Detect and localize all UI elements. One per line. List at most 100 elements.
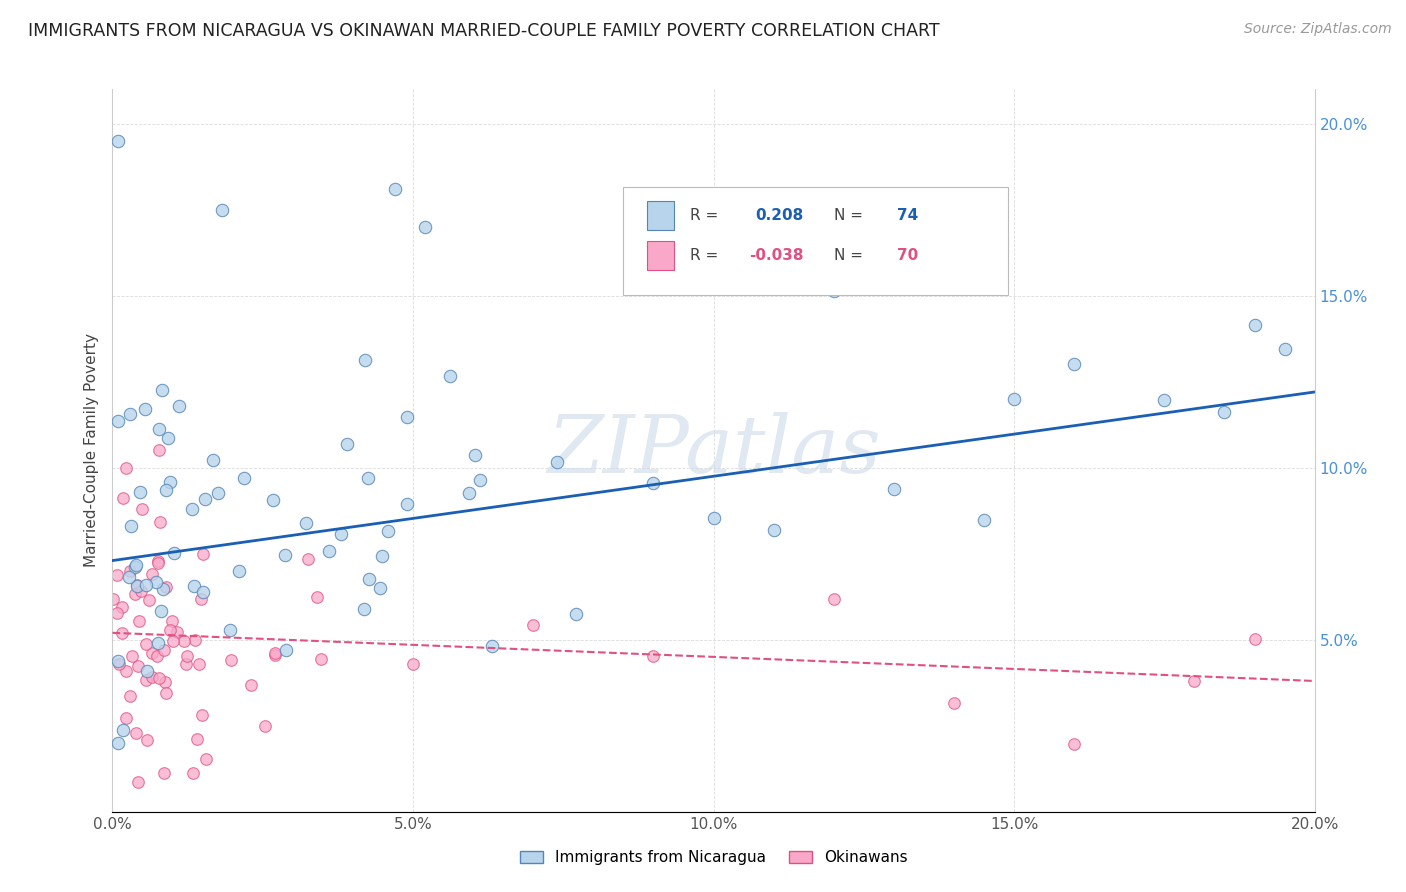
Point [135, 637, 157, 651]
Point [458, 486, 481, 500]
Point [141, 646, 163, 660]
Point [153, 675, 176, 690]
Point [148, 422, 170, 436]
Point [105, 568, 128, 582]
Point [125, 726, 148, 740]
Point [309, 652, 332, 666]
Point [194, 492, 217, 507]
Point [120, 519, 142, 533]
Point [294, 516, 316, 530]
Point [118, 570, 141, 584]
Point [195, 752, 218, 766]
Point [166, 624, 188, 639]
Point [201, 453, 224, 467]
Point [124, 586, 146, 600]
Point [107, 414, 129, 428]
Point [211, 202, 233, 217]
Point [239, 678, 262, 692]
Point [146, 556, 169, 570]
Text: -0.038: -0.038 [749, 248, 804, 263]
Point [101, 591, 124, 606]
FancyBboxPatch shape [647, 202, 673, 230]
Point [464, 448, 486, 462]
Point [107, 657, 129, 671]
Point [546, 455, 568, 469]
Point [1243, 632, 1265, 646]
Point [1184, 674, 1206, 689]
Point [207, 486, 229, 500]
Point [193, 585, 215, 599]
Point [190, 592, 212, 607]
Point [167, 400, 190, 414]
Point [118, 689, 141, 703]
Point [159, 475, 181, 489]
Point [823, 592, 845, 607]
Point [368, 581, 391, 595]
Text: R =: R = [689, 248, 723, 263]
Point [149, 515, 172, 529]
Point [274, 643, 297, 657]
Point [1274, 342, 1296, 356]
Text: N =: N = [834, 208, 868, 223]
Point [107, 736, 129, 750]
Point [654, 264, 676, 278]
Point [395, 497, 418, 511]
Point [176, 648, 198, 663]
Point [155, 483, 177, 497]
Point [127, 775, 149, 789]
Point [135, 578, 157, 592]
Point [232, 470, 254, 484]
Point [127, 578, 149, 592]
Point [371, 549, 394, 563]
Point [134, 401, 156, 416]
Point [105, 606, 128, 620]
Point [152, 383, 174, 397]
Point [157, 431, 180, 445]
Point [176, 657, 198, 672]
Point [191, 707, 214, 722]
Text: ZIPatlas: ZIPatlas [547, 412, 880, 489]
Point [1063, 737, 1085, 751]
Point [439, 368, 461, 383]
Point [396, 410, 419, 425]
Point [264, 648, 287, 662]
Point [353, 601, 375, 615]
Point [219, 653, 242, 667]
Point [186, 732, 208, 747]
Point [263, 646, 285, 660]
Point [115, 460, 138, 475]
Point [565, 607, 588, 622]
Point [129, 584, 152, 599]
Point [318, 543, 340, 558]
Point [187, 657, 209, 671]
Point [173, 633, 195, 648]
Point [402, 657, 425, 671]
Point [468, 473, 491, 487]
Point [128, 614, 150, 628]
Point [128, 484, 150, 499]
Point [107, 134, 129, 148]
Point [413, 219, 436, 234]
Point [162, 633, 184, 648]
Point [138, 593, 160, 607]
Point [155, 581, 177, 595]
Point [643, 648, 665, 663]
Point [823, 284, 845, 298]
Point [153, 643, 176, 657]
Point [124, 560, 146, 574]
Legend: Immigrants from Nicaragua, Okinawans: Immigrants from Nicaragua, Okinawans [513, 844, 914, 871]
Point [1063, 357, 1085, 371]
Point [1213, 405, 1236, 419]
FancyBboxPatch shape [647, 241, 673, 269]
Text: 0.208: 0.208 [755, 208, 804, 223]
Point [522, 618, 544, 632]
Text: R =: R = [689, 208, 723, 223]
Point [153, 766, 176, 780]
Point [183, 766, 205, 780]
Point [159, 623, 181, 637]
Point [162, 614, 184, 628]
Point [942, 696, 965, 710]
Point [131, 502, 153, 516]
Point [883, 482, 905, 496]
Point [136, 664, 159, 678]
